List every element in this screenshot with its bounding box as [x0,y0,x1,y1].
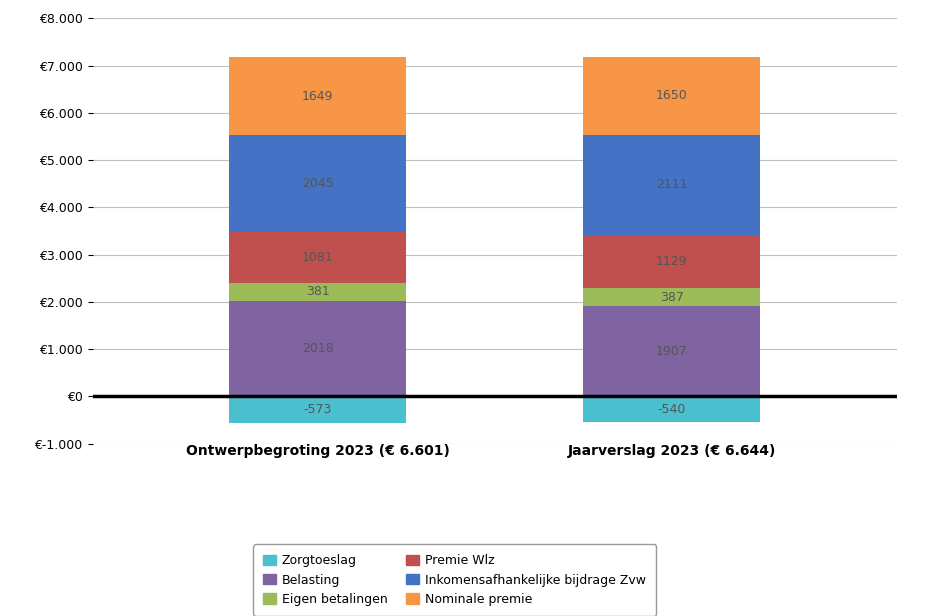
Text: 387: 387 [660,291,684,304]
Text: 1649: 1649 [302,90,334,103]
Bar [584,306,760,396]
Bar [584,396,760,422]
Bar [584,288,760,306]
Bar [229,283,406,301]
Text: 1650: 1650 [656,89,688,102]
Bar [229,136,406,232]
Text: Ontwerpbegroting 2023 (€ 6.601): Ontwerpbegroting 2023 (€ 6.601) [186,444,450,458]
Text: 2111: 2111 [656,178,687,192]
Bar [229,301,406,396]
Bar [584,235,760,288]
Text: 1907: 1907 [656,345,688,358]
Text: 2018: 2018 [302,342,334,355]
Text: 2045: 2045 [302,177,334,190]
Text: -540: -540 [658,402,686,416]
Text: 381: 381 [306,285,329,299]
Text: Jaarverslag 2023 (€ 6.644): Jaarverslag 2023 (€ 6.644) [568,444,776,458]
Bar [584,135,760,235]
Bar [229,232,406,283]
Text: 1081: 1081 [302,251,334,264]
Bar [584,57,760,135]
Text: -573: -573 [303,403,332,416]
Text: 1129: 1129 [656,255,687,268]
Bar [229,396,406,423]
Bar [229,57,406,136]
Legend: Zorgtoeslag, Belasting, Eigen betalingen, Premie Wlz, Inkomensafhankelijke bijdr: Zorgtoeslag, Belasting, Eigen betalingen… [253,545,656,616]
